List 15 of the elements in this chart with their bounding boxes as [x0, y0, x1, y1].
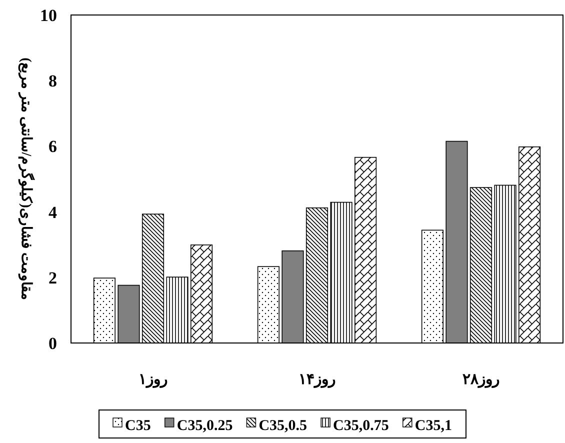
y-tick-label: 2 [48, 268, 57, 288]
legend-label: C35 [125, 418, 151, 434]
legend-label: C35,1 [414, 418, 452, 434]
y-tick-label: 10 [40, 6, 57, 25]
x-tick-label: ۱۴روز [298, 372, 336, 388]
y-axis-title: مقاومت فشاری(کیلوگرم/سانتی متر مربع) [18, 58, 35, 300]
legend-label: C35,0.5 [258, 418, 308, 434]
legend-label: C35,0.25 [176, 418, 233, 434]
y-tick-label: 0 [48, 334, 57, 353]
legend-label: C35,0.75 [333, 418, 389, 434]
y-tick-label: 8 [48, 72, 57, 91]
x-tick-label: ۱روز [138, 372, 168, 388]
y-tick-label: 6 [48, 137, 57, 156]
x-tick-label: ۲۸روز [462, 372, 500, 388]
y-tick-label: 4 [48, 202, 58, 222]
